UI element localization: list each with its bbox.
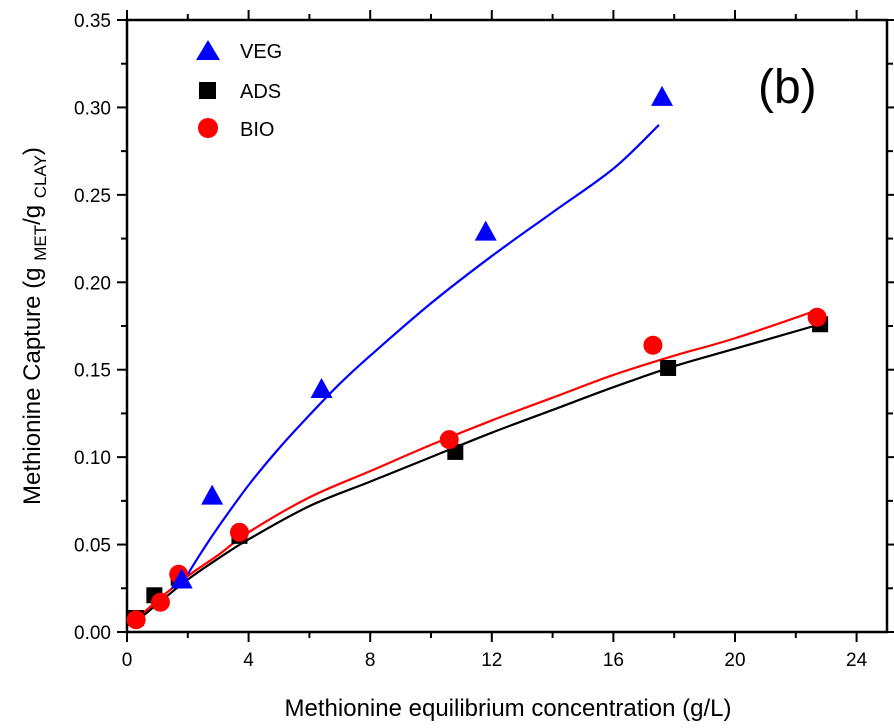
point-veg <box>201 484 224 505</box>
point-veg <box>170 568 193 589</box>
x-tick-labels: 0 4 8 12 16 20 24 <box>122 650 868 671</box>
axis-ticks <box>117 10 894 642</box>
legend-label-ads: ADS <box>240 81 281 103</box>
data-points <box>126 85 829 630</box>
legend-marker-ads <box>199 82 216 99</box>
y-tick-label: 0.10 <box>74 448 111 469</box>
y-axis-title-sub-clay: CLAY <box>31 155 50 198</box>
y-tick-label: 0.05 <box>74 536 111 557</box>
y-tick-label: 0.35 <box>74 11 111 32</box>
point-bio <box>439 430 459 450</box>
fit-curves <box>135 124 821 623</box>
y-axis-title-mid: /g <box>19 198 46 225</box>
y-tick-label: 0.30 <box>74 98 111 119</box>
panel-label: (b) <box>758 61 817 114</box>
y-tick-labels: 0.00 0.05 0.10 0.15 0.20 0.25 0.30 0.35 <box>74 11 111 644</box>
y-axis-title-sub-met: MET <box>31 225 50 261</box>
legend: VEG ADS BIO <box>196 40 282 141</box>
y-tick-label: 0.00 <box>74 623 111 644</box>
legend-marker-veg <box>196 40 220 60</box>
point-bio <box>150 592 170 612</box>
fit-curve-bio <box>135 309 818 621</box>
legend-marker-bio <box>198 118 218 138</box>
point-bio <box>643 335 663 355</box>
y-axis-title-prefix: Methionine Capture (g <box>19 261 46 505</box>
y-axis-title-suffix: ) <box>19 147 46 155</box>
x-tick-label: 16 <box>603 650 624 671</box>
x-tick-label: 12 <box>481 650 502 671</box>
legend-label-veg: VEG <box>240 41 282 63</box>
y-tick-label: 0.25 <box>74 186 111 207</box>
y-tick-label: 0.20 <box>74 273 111 294</box>
fit-curve-ads <box>135 323 821 623</box>
point-veg <box>651 85 674 106</box>
x-tick-label: 8 <box>365 650 376 671</box>
point-veg <box>310 377 333 398</box>
point-veg <box>474 220 497 241</box>
x-tick-label: 4 <box>243 650 254 671</box>
point-bio <box>229 522 249 542</box>
y-axis-title: Methionine Capture (g MET/g CLAY) <box>19 147 50 505</box>
point-ads <box>660 359 677 376</box>
x-tick-label: 0 <box>122 650 133 671</box>
legend-label-bio: BIO <box>240 119 274 141</box>
x-tick-label: 20 <box>724 650 745 671</box>
x-axis-title: Methionine equilibrium concentration (g/… <box>285 695 732 722</box>
point-bio <box>126 610 146 630</box>
fit-curve-veg <box>180 124 660 588</box>
x-tick-label: 24 <box>846 650 868 671</box>
y-tick-label: 0.15 <box>74 361 111 382</box>
point-bio <box>807 307 827 327</box>
